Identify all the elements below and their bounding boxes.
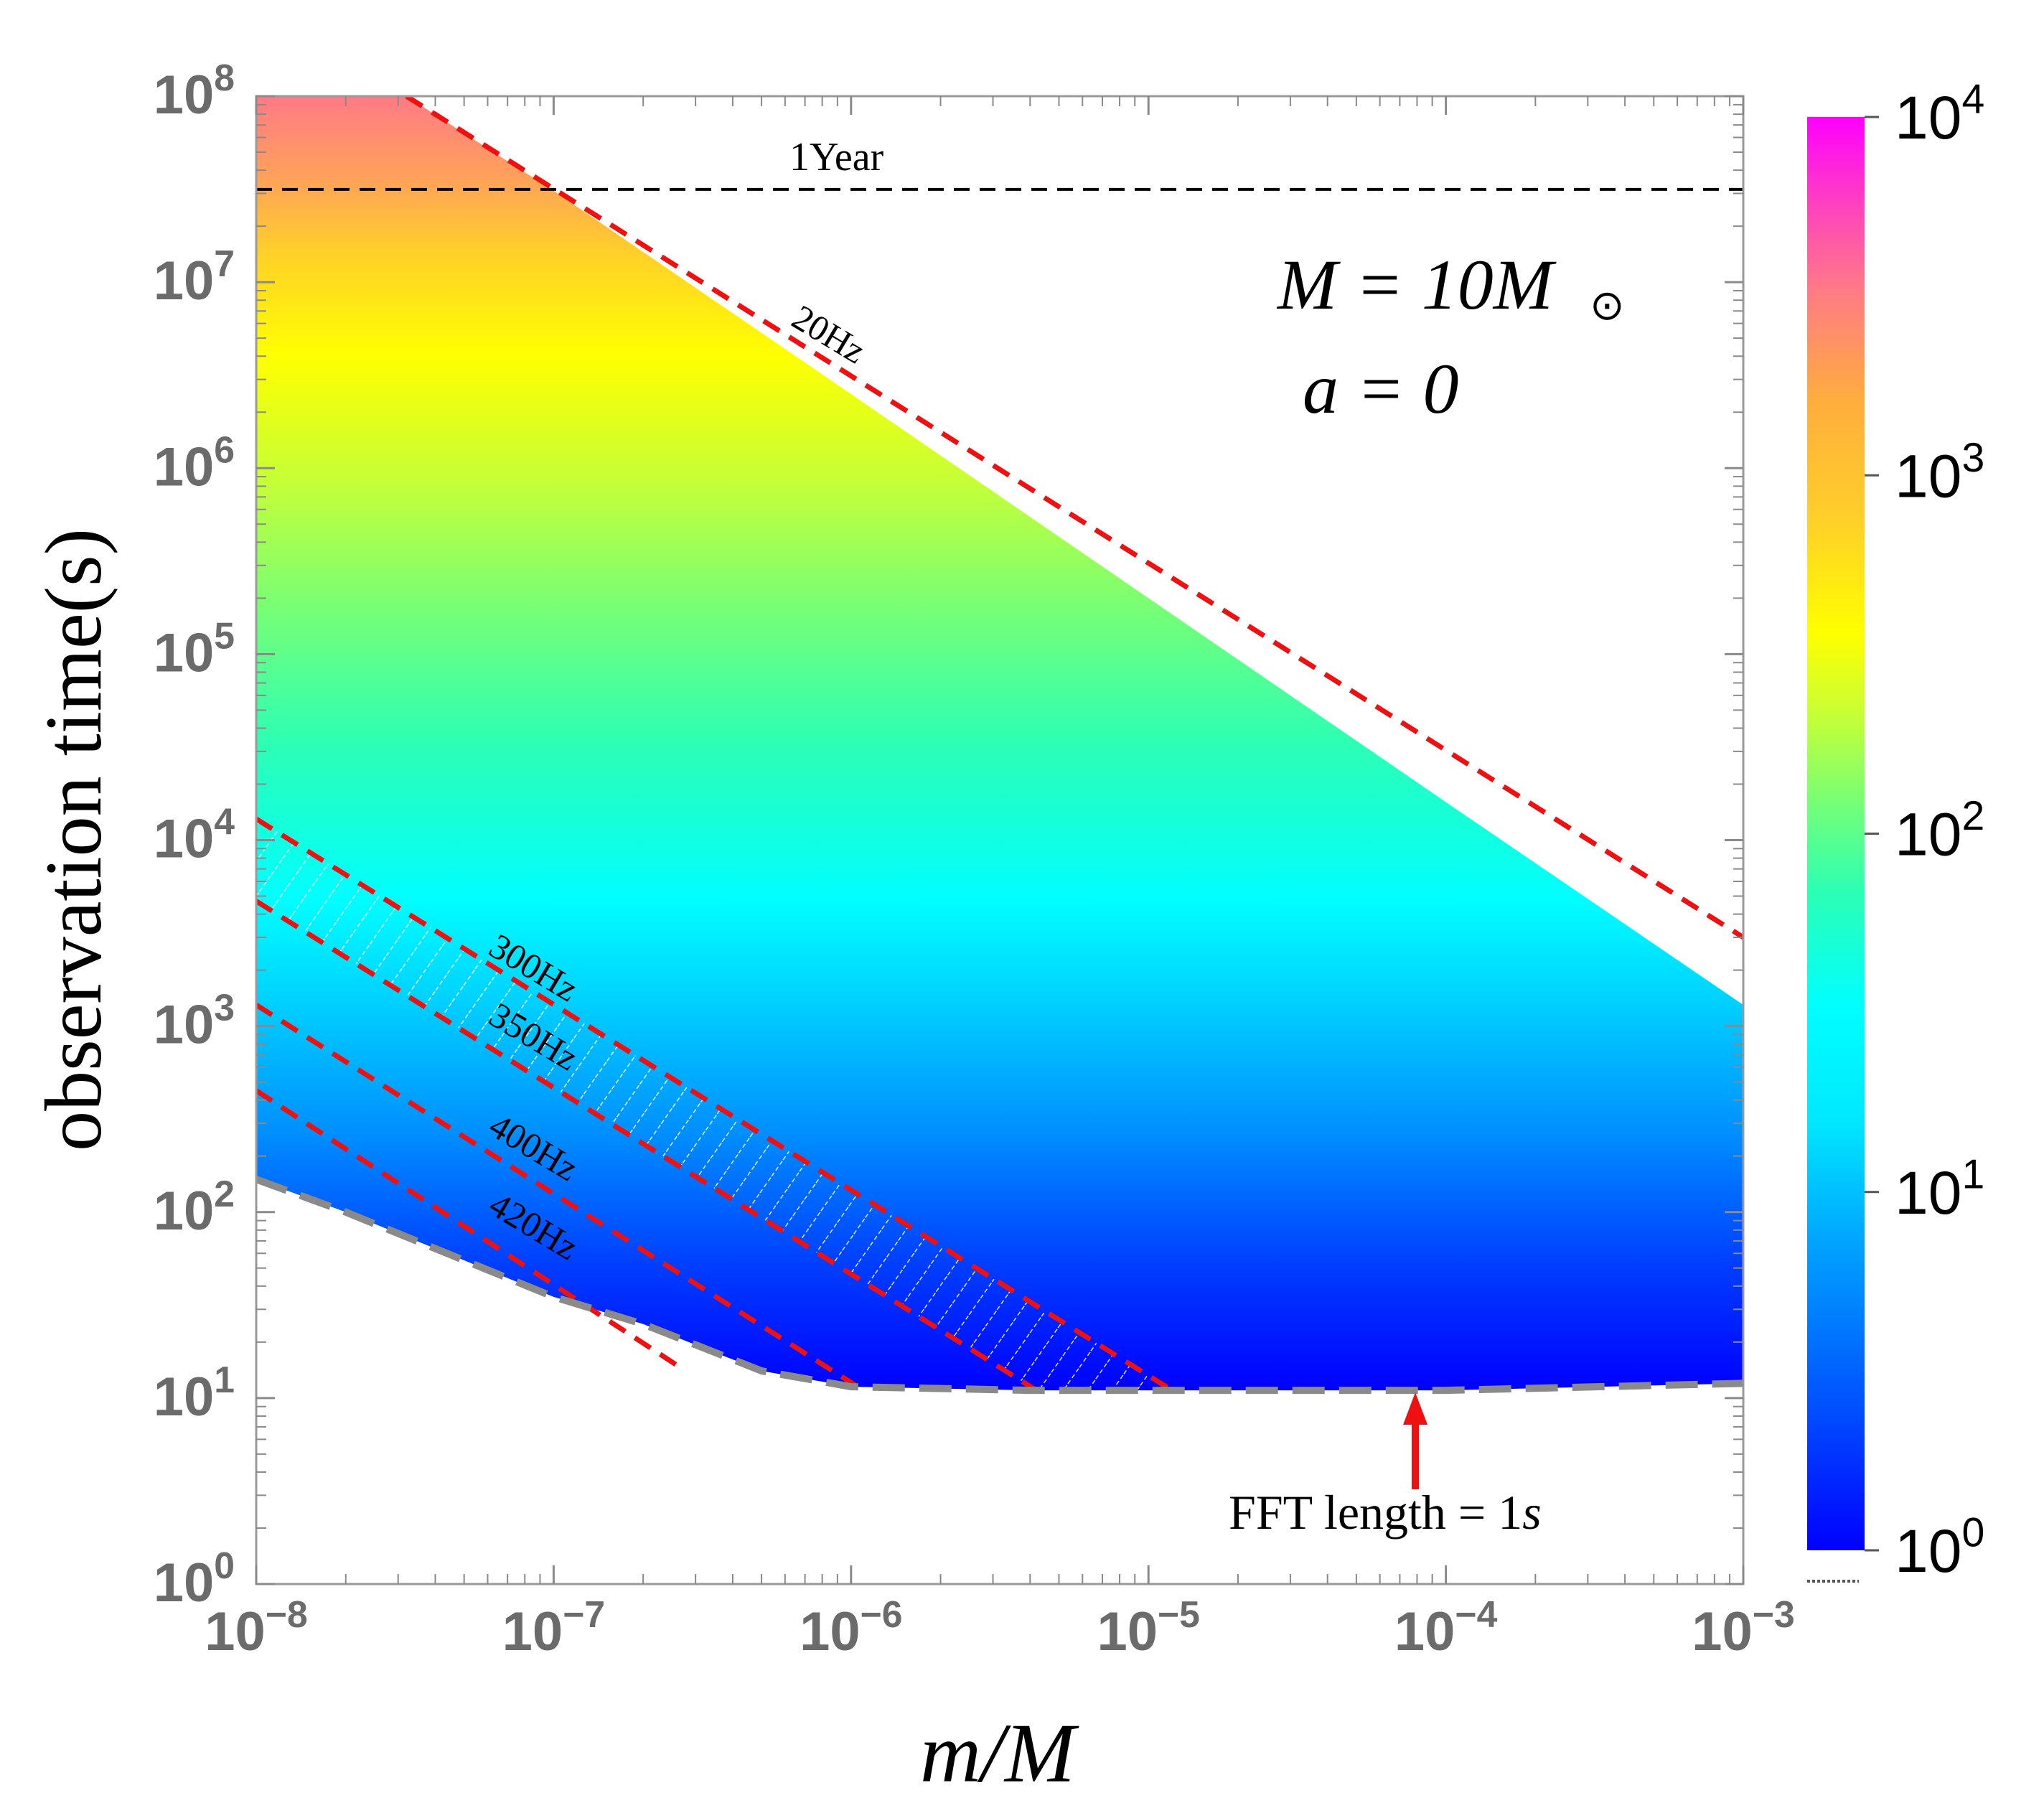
y-tick-label: 102	[154, 1173, 235, 1242]
frequency-lines	[256, 96, 1743, 1393]
line-20hz	[405, 96, 1743, 940]
colorbar-strip	[1807, 117, 1865, 1550]
fft-annotation: FFT length = 1s	[1229, 1485, 1542, 1540]
y-tick-label: 104	[154, 801, 235, 870]
colorbar: 100 101 102 103 104	[1807, 77, 1984, 1585]
sun-symbol: ⊙	[1590, 282, 1625, 329]
y-tick-label: 100	[154, 1545, 235, 1613]
fft-unit: s	[1522, 1485, 1541, 1540]
colorbar-tick-label: 104	[1895, 77, 1984, 151]
line-420hz	[256, 1088, 679, 1368]
fft-arrow	[1403, 1392, 1427, 1489]
colorbar-tick-label: 101	[1895, 1151, 1984, 1226]
colorbar-tick-label: 102	[1895, 793, 1984, 868]
spin-annotation: a = 0	[1303, 349, 1458, 428]
mass-annotation: M = 10M	[1276, 245, 1557, 324]
x-axis-title: m/M	[920, 1706, 1079, 1800]
label-1year: 1Year	[789, 135, 884, 179]
colorbar-ticks: 100 101 102 103 104	[1865, 77, 1984, 1585]
plot-area: 10−8 10−7 10−6 10−5 10−4 10−3 100 101 102 103 104…	[154, 57, 1795, 1662]
x-tick-label: 10−7	[502, 1593, 605, 1662]
x-tick-label: 10−8	[205, 1593, 307, 1662]
x-axis-ticks: 10−8 10−7 10−6 10−5 10−4 10−3	[205, 96, 1795, 1662]
y-axis-ticks: 100 101 102 103 104 105 106 107 108	[154, 57, 1743, 1613]
x-tick-label: 10−4	[1394, 1593, 1498, 1662]
y-tick-label: 101	[154, 1359, 235, 1428]
y-tick-label: 108	[154, 57, 235, 126]
y-tick-label: 103	[154, 987, 235, 1056]
line-350hz	[256, 899, 1038, 1393]
colorbar-tick-label: 103	[1895, 435, 1984, 510]
y-tick-label: 105	[154, 614, 235, 683]
hatched-band	[256, 818, 1173, 1391]
colorbar-tick-label: 100	[1895, 1510, 1984, 1585]
y-tick-label: 107	[154, 243, 235, 311]
fft-label-text: FFT length = 1	[1229, 1485, 1522, 1540]
x-tick-label: 10−5	[1097, 1593, 1199, 1662]
y-axis-title: observation time(s)	[29, 528, 118, 1151]
y-tick-label: 106	[154, 428, 235, 497]
x-tick-label: 10−3	[1692, 1593, 1794, 1662]
lower-boundary-fft-line	[256, 1176, 1743, 1395]
x-tick-label: 10−6	[800, 1593, 902, 1662]
